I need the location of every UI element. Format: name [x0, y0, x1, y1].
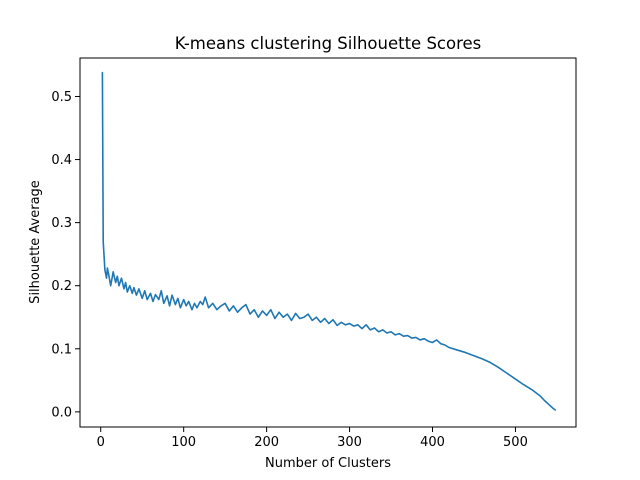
x-tick-label: 200 — [254, 435, 279, 450]
x-tick-label: 300 — [337, 435, 362, 450]
plot-frame — [79, 57, 577, 428]
chart-title: K-means clustering Silhouette Scores — [175, 34, 482, 53]
axis-ticks: 0 100 200 300 400 500 0.0 0.1 0.2 0.3 0.4 0.5 — [51, 90, 528, 450]
x-axis-label: Number of Clusters — [265, 456, 391, 471]
x-tick-label: 0 — [97, 435, 105, 450]
series-line — [101, 71, 557, 411]
y-tick-label: 0.5 — [51, 90, 72, 105]
y-tick-label: 0.3 — [51, 216, 72, 231]
y-tick-label: 0.2 — [51, 279, 72, 294]
y-tick-label: 0.4 — [51, 153, 72, 168]
x-tick-label: 400 — [420, 435, 445, 450]
y-axis-label: Silhouette Average — [28, 180, 43, 304]
y-tick-label: 0.1 — [51, 342, 72, 357]
x-tick-label: 500 — [503, 435, 528, 450]
y-tick-label: 0.0 — [51, 405, 72, 420]
x-tick-label: 100 — [171, 435, 196, 450]
